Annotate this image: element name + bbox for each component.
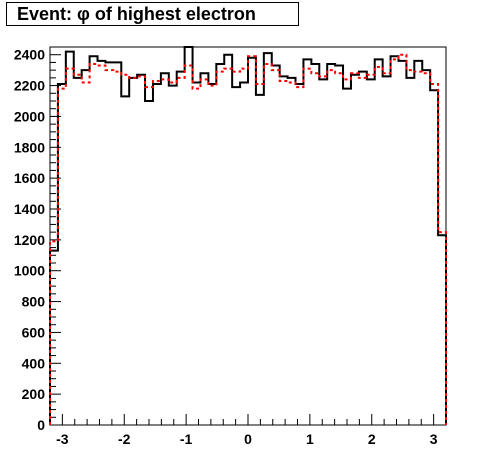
y-axis: 0 200 400 600 800 1000 1200 1400 1600 1800 2000 220… — [14, 47, 61, 433]
histogram-series-line — [49, 53, 447, 425]
x-tick-label: 0 — [244, 431, 252, 447]
y-tick-label: 2200 — [14, 78, 45, 94]
y-tick-label: 400 — [22, 355, 46, 371]
plot-frame — [49, 46, 447, 426]
chart-title: Event: φ of highest electron — [6, 2, 299, 26]
x-tick-label: 2 — [368, 431, 376, 447]
y-tick-label: 0 — [37, 417, 45, 433]
y-tick-label: 1800 — [14, 139, 45, 155]
x-tick-label: -3 — [56, 431, 69, 447]
histogram-series-line — [49, 46, 447, 425]
y-tick-label: 800 — [22, 294, 46, 310]
dotted-red-histogram — [49, 53, 447, 425]
y-tick-label: 1200 — [14, 232, 45, 248]
series-layer — [49, 46, 447, 425]
x-tick-label: -1 — [180, 431, 193, 447]
y-tick-label: 2000 — [14, 108, 45, 124]
x-tick-label: -2 — [118, 431, 131, 447]
y-tick-label: 200 — [22, 386, 46, 402]
solid-black-histogram — [49, 46, 447, 425]
y-tick-label: 600 — [22, 324, 46, 340]
x-tick-label: 3 — [430, 431, 438, 447]
x-axis: -3 -2 -1 0 1 2 3 — [49, 414, 447, 447]
y-tick-label: 1000 — [14, 263, 45, 279]
x-tick-label: 1 — [306, 431, 314, 447]
y-tick-label: 1600 — [14, 170, 45, 186]
y-tick-label: 1400 — [14, 201, 45, 217]
y-tick-label: 2400 — [14, 47, 45, 63]
